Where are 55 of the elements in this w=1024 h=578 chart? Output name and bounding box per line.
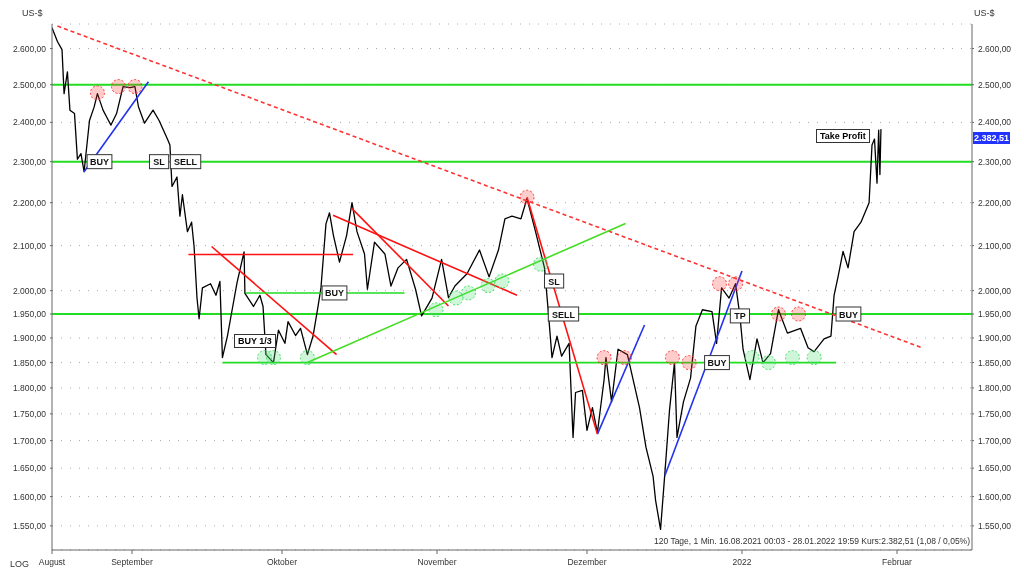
annotation: 120 Tage, 1 Min. 16.08.2021 00:03 - 28.01.2022 19:59 Kurs:2.382,51 (1,08 / 0,05%) [654,536,970,546]
y-tick-label: 2.000,00 [12,285,47,296]
y-tick-label: 1.600,00 [12,491,47,502]
text: 2.600,00 [978,43,1012,54]
text: 2.000,00 [978,285,1012,296]
annotation: SELL [174,157,198,168]
annotation: BUY [707,358,727,369]
y-tick-label: 2.300,00 [12,156,47,167]
x-tick-label: Februar [882,557,913,567]
y-tick-label: 2.400,00 [12,117,47,128]
x-tick-label: Dezember [567,557,607,567]
y-tick-label: 2.100,00 [12,240,47,251]
text: LOG [10,559,30,569]
annotation: BUY [324,288,345,299]
text: 2.400,00 [978,117,1012,128]
annotation: SL [153,157,166,168]
y-tick-label: 1.550,00 [12,520,47,531]
y-tick-label: 1.900,00 [12,332,47,343]
x-tick-label: September [111,557,153,567]
annotation: BUY 1/3 [234,334,276,348]
y2-axis-title: US-$ [974,8,995,18]
text: 2.500,00 [978,79,1012,90]
x-tick-label: 2022 [732,557,752,567]
annotation: Take Profit [816,129,870,143]
y-axis-title: US-$ [22,8,43,18]
y-tick-label: 1.800,00 [12,382,47,393]
text: 1.600,00 [978,491,1012,502]
text: 2.382,51 [973,132,1011,144]
text: 1.850,00 [978,357,1012,368]
text: 1.700,00 [978,435,1012,446]
text: 1.550,00 [978,520,1012,531]
x-tick-label: August [38,557,66,567]
y-tick-label: 1.650,00 [12,463,47,474]
annotation: TP [734,311,746,322]
annotation: BUY [89,157,110,168]
x-tick-label: November [417,557,457,567]
text: 1.750,00 [978,408,1012,419]
text: 1.650,00 [978,463,1012,474]
annotation: BUY [838,309,858,320]
text: 2.300,00 [978,156,1012,167]
text: 1.800,00 [978,382,1012,393]
text: 1.950,00 [978,309,1012,320]
y-tick-label: 2.200,00 [12,197,47,208]
y-tick-label: 1.950,00 [12,309,47,320]
x-tick-label: Oktober [266,557,298,567]
annotation: SL [548,276,561,287]
text: 1.900,00 [978,332,1012,343]
annotation: SELL [551,309,576,320]
y-tick-label: 2.600,00 [12,43,47,54]
y-tick-label: 1.850,00 [12,357,47,368]
y-tick-label: 2.500,00 [12,79,47,90]
y-tick-label: 1.750,00 [12,408,47,419]
y-tick-label: 1.700,00 [12,435,47,446]
text: 2.200,00 [978,197,1012,208]
text: 2.100,00 [978,240,1012,251]
